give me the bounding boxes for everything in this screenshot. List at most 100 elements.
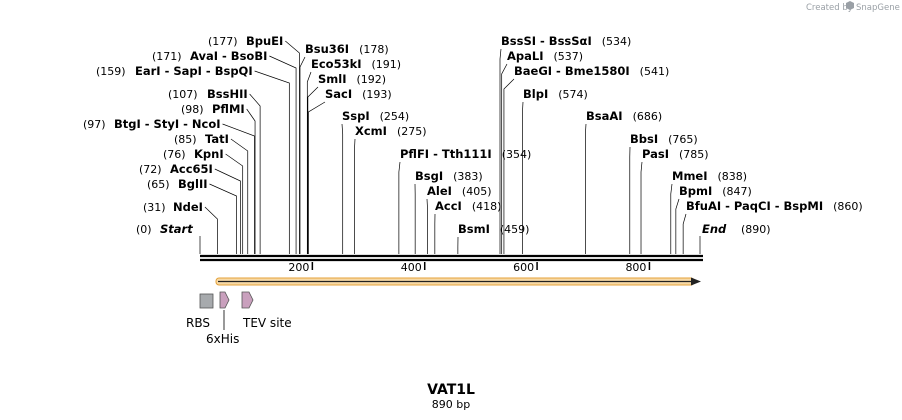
site-line-mmei <box>670 183 673 254</box>
rbs-feature[interactable] <box>199 293 214 309</box>
enzyme-name: NdeI <box>173 200 203 214</box>
enzyme-name: BpuEI <box>246 34 283 48</box>
6xhis-feature[interactable] <box>219 291 230 309</box>
site-line-tati <box>230 138 249 254</box>
site-label: (76) KpnI <box>163 147 224 161</box>
site-position: (72) <box>139 163 162 176</box>
site-bsaai[interactable]: BsaAI (686) <box>586 109 662 123</box>
enzyme-name: - Tth111I <box>429 147 492 161</box>
site-bsu36i[interactable]: Bsu36I (178) <box>305 42 389 56</box>
site-bsssi[interactable]: BssSI - BssSαI (534) <box>501 34 631 48</box>
start-name: Start <box>160 222 193 236</box>
site-saci[interactable]: SacI (193) <box>325 87 392 101</box>
site-tati[interactable]: (85) TatI <box>174 132 229 146</box>
enzyme-name: AccI <box>435 199 462 213</box>
site-position: (785) <box>679 148 709 161</box>
site-line-baegi <box>503 78 515 254</box>
enzyme-name: AvaI <box>190 49 218 63</box>
enzyme-name: - StyI <box>141 117 179 131</box>
site-acc65i[interactable]: (72) Acc65I <box>139 162 213 176</box>
site-smli[interactable]: SmlI (192) <box>318 72 386 86</box>
site-line-acc65i <box>214 168 241 254</box>
site-acci[interactable]: AccI (418) <box>435 199 501 213</box>
site-position: (177) <box>208 35 238 48</box>
site-mmei[interactable]: MmeI (838) <box>672 169 747 183</box>
enzyme-name: ApaLI <box>507 49 544 63</box>
tev-site-feature[interactable] <box>241 291 254 309</box>
enzyme-name: XcmI <box>355 124 387 138</box>
enzyme-name: - PaqCI <box>721 199 771 213</box>
site-position: (192) <box>357 73 387 86</box>
site-bpmi[interactable]: BpmI (847) <box>679 184 752 198</box>
site-avai[interactable]: (171) AvaI - BsoBI <box>152 49 267 63</box>
end-label: End (890) <box>702 222 771 236</box>
site-label: PasI (785) <box>642 147 709 161</box>
enzyme-name: BssSI <box>501 34 536 48</box>
site-line-bsshii <box>249 93 261 254</box>
site-bsmi[interactable]: BsmI (459) <box>458 222 529 236</box>
site-ndei[interactable]: (31) NdeI <box>143 200 203 214</box>
site-bglii[interactable]: (65) BglII <box>147 177 208 191</box>
site-label: (85) TatI <box>174 132 229 146</box>
enzyme-name: PflMI <box>212 102 245 116</box>
site-position: (107) <box>168 88 198 101</box>
enzyme-name: EarI <box>135 64 161 78</box>
site-position: (860) <box>833 200 863 213</box>
site-line-saci <box>308 101 326 254</box>
site-line-bsu36i <box>299 56 306 254</box>
site-bsshii[interactable]: (107) BssHII <box>168 87 248 101</box>
site-label: SacI (193) <box>325 87 392 101</box>
site-label: (72) Acc65I <box>139 162 213 176</box>
site-bsgi[interactable]: BsgI (383) <box>415 169 483 183</box>
site-bfuai[interactable]: BfuAI - PaqCI - BspMI (860) <box>686 199 863 213</box>
enzyme-name: Bsu36I <box>305 42 349 56</box>
site-pflmi[interactable]: (98) PflMI <box>181 102 245 116</box>
sequence-title: VAT1L <box>427 382 475 398</box>
start-label: (0) Start <box>136 222 193 236</box>
site-line-pasi <box>640 161 643 254</box>
site-labels: (177) BpuEI (171) AvaI - BsoBI (159) EarI - S… <box>83 34 863 236</box>
enzyme-name: BlpI <box>523 87 548 101</box>
feature-label-rbs: RBS <box>186 316 210 330</box>
site-position: (159) <box>96 65 126 78</box>
site-alei[interactable]: AleI (405) <box>427 184 492 198</box>
site-bbsi[interactable]: BbsI (765) <box>630 132 698 146</box>
site-btgi[interactable]: (97) BtgI - StyI - NcoI <box>83 117 221 131</box>
end-name: End <box>702 222 727 236</box>
site-bpuei[interactable]: (177) BpuEI <box>208 34 283 48</box>
enzyme-name: - Bme1580I <box>552 64 630 78</box>
ruler-ticks: 200 400 600 800 <box>288 261 651 274</box>
enzyme-name: Eco53kI <box>311 57 362 71</box>
site-xcmi[interactable]: XcmI (275) <box>355 124 427 138</box>
site-kpni[interactable]: (76) KpnI <box>163 147 224 161</box>
site-eco53ki[interactable]: Eco53kI (191) <box>311 57 401 71</box>
sequence-length: 890 bp <box>432 398 470 411</box>
site-apali[interactable]: ApaLI (537) <box>507 49 583 63</box>
enzyme-name: PflFI <box>400 147 429 161</box>
site-pflfi[interactable]: PflFI - Tth111I (354) <box>400 147 531 161</box>
site-line-kpni <box>225 153 244 254</box>
tick-label-600: 600 <box>513 261 534 274</box>
site-line-pflmi <box>246 108 256 254</box>
start-marker: (0) Start <box>136 222 193 236</box>
site-position: (65) <box>147 178 170 191</box>
site-line-bpmi <box>675 198 680 254</box>
enzyme-name: BsgI <box>415 169 443 183</box>
site-pasi[interactable]: PasI (785) <box>642 147 709 161</box>
site-position: (171) <box>152 50 182 63</box>
site-baegi[interactable]: BaeGI - Bme1580I (541) <box>514 64 669 78</box>
site-line-pflfi <box>398 161 401 254</box>
enzyme-name: SspI <box>342 109 370 123</box>
site-line-bglii <box>209 183 237 254</box>
site-blpi[interactable]: BlpI (574) <box>523 87 588 101</box>
feature-label-6xhis: 6xHis <box>206 332 239 346</box>
site-line-smli <box>307 86 319 254</box>
site-sspi[interactable]: SspI (254) <box>342 109 409 123</box>
site-label: BsaAI (686) <box>586 109 662 123</box>
site-position: (98) <box>181 103 204 116</box>
site-eari[interactable]: (159) EarI - SapI - BspQI <box>96 64 253 78</box>
site-position: (574) <box>558 88 588 101</box>
brand-text: SnapGene <box>856 3 900 13</box>
orf-arrow[interactable] <box>215 277 701 286</box>
site-label: BlpI (574) <box>523 87 588 101</box>
